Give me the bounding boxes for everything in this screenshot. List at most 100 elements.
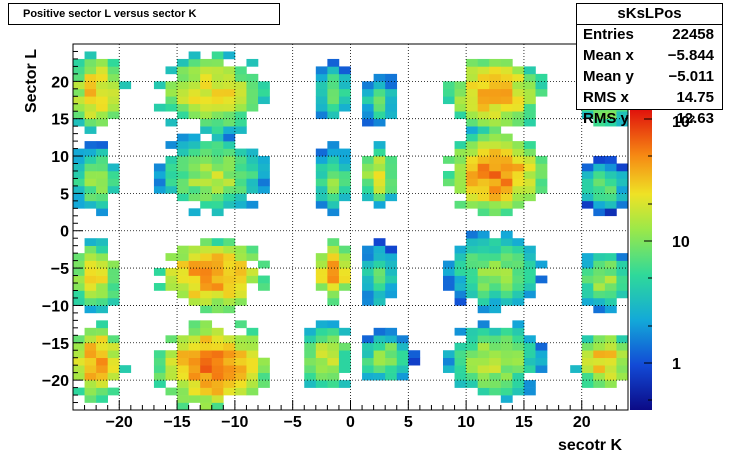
heatmap-cell (385, 290, 398, 299)
heatmap-cell (535, 350, 548, 359)
heatmap-cell (362, 275, 374, 284)
heatmap-cell (223, 133, 236, 142)
heatmap-cell (454, 200, 467, 209)
heatmap-cell (535, 178, 548, 187)
heatmap-cell (593, 305, 606, 314)
heatmap-cell (477, 253, 490, 261)
heatmap-cell (73, 253, 85, 261)
heatmap-cell (338, 178, 351, 187)
heatmap-cell (593, 193, 606, 202)
heatmap-cell (581, 357, 594, 366)
heatmap-cell (443, 81, 455, 90)
heatmap-cell (454, 156, 467, 164)
heatmap-cell (477, 111, 490, 119)
heatmap-cell (477, 283, 490, 291)
heatmap-cell (211, 283, 224, 291)
heatmap-cell (234, 96, 247, 105)
stats-label: Mean x (583, 47, 634, 64)
heatmap-cell (338, 170, 351, 179)
heatmap-cell (500, 163, 513, 172)
heatmap-cell (234, 156, 247, 164)
heatmap-cell (523, 193, 536, 202)
heatmap-cell (200, 253, 213, 261)
heatmap-cell (200, 275, 213, 284)
heatmap-cell (593, 200, 606, 209)
heatmap-cell (477, 350, 490, 359)
heatmap-cell (223, 163, 236, 172)
heatmap-cell (489, 133, 502, 142)
heatmap-cell (489, 253, 502, 261)
heatmap-cell (373, 342, 386, 351)
heatmap-cell (616, 111, 629, 119)
heatmap-cell (593, 380, 606, 388)
heatmap-cell (523, 103, 536, 112)
heatmap-cell (96, 268, 108, 276)
heatmap-cell (466, 238, 478, 246)
heatmap-cell (512, 148, 525, 157)
heatmap-cell (258, 163, 270, 172)
heatmap-cell (84, 58, 97, 67)
heatmap-cell (96, 283, 108, 291)
heatmap-cell (373, 103, 386, 112)
heatmap-cell (211, 118, 224, 127)
heatmap-cell (234, 320, 247, 329)
chart-title-box: Positive sector L versus sector K (8, 3, 280, 25)
heatmap-cell (466, 66, 478, 75)
heatmap-cell (188, 73, 201, 82)
heatmap-cell (153, 372, 166, 381)
heatmap-cell (604, 342, 617, 351)
heatmap-cell (84, 283, 97, 291)
heatmap-cell (327, 73, 340, 82)
heatmap-cell (177, 88, 189, 97)
heatmap-cell (477, 73, 490, 82)
heatmap-cell (477, 126, 490, 134)
heatmap-cell (73, 156, 85, 164)
heatmap-cell (211, 185, 224, 194)
heatmap-cell (211, 335, 224, 344)
heatmap-cell (373, 163, 386, 172)
heatmap-cell (477, 275, 490, 284)
heatmap-cell (211, 193, 224, 202)
heatmap-cell (73, 200, 85, 209)
heatmap-cell (385, 111, 398, 119)
heatmap-cell (396, 350, 409, 359)
heatmap-cell (385, 275, 398, 284)
heatmap-cell (500, 327, 513, 336)
heatmap-cell (500, 335, 513, 344)
heatmap-cell (604, 380, 617, 388)
heatmap-cell (84, 193, 97, 202)
heatmap-cell (616, 283, 629, 291)
heatmap-cell (234, 81, 247, 90)
heatmap-cell (177, 163, 189, 172)
heatmap-cell (200, 327, 213, 336)
heatmap-cell (258, 283, 270, 291)
heatmap-cell (512, 297, 525, 306)
heatmap-cell (454, 357, 467, 366)
heatmap-cell (373, 357, 386, 366)
heatmap-cell (177, 380, 189, 388)
heatmap-cell (604, 350, 617, 359)
heatmap-cell (73, 73, 85, 82)
heatmap-cell (489, 283, 502, 291)
heatmap-cell (454, 297, 467, 306)
heatmap-cell (593, 290, 606, 299)
x-tick-label: 0 (346, 414, 355, 431)
heatmap-cell (489, 185, 502, 194)
heatmap-cell (327, 111, 340, 119)
heatmap-cell (223, 365, 236, 373)
heatmap-cell (466, 200, 478, 209)
heatmap-cell (73, 88, 85, 97)
heatmap-cell (385, 283, 398, 291)
heatmap-cell (512, 88, 525, 97)
heatmap-cell (165, 350, 178, 359)
heatmap-cell (304, 372, 317, 381)
heatmap-cell (211, 51, 224, 60)
heatmap-cell (604, 297, 617, 306)
heatmap-cell (373, 88, 386, 97)
heatmap-cell (489, 245, 502, 254)
stats-value: −5.844 (667, 47, 714, 64)
heatmap-cell (489, 200, 502, 209)
heatmap-cell (73, 387, 85, 396)
heatmap-cell (188, 387, 201, 396)
